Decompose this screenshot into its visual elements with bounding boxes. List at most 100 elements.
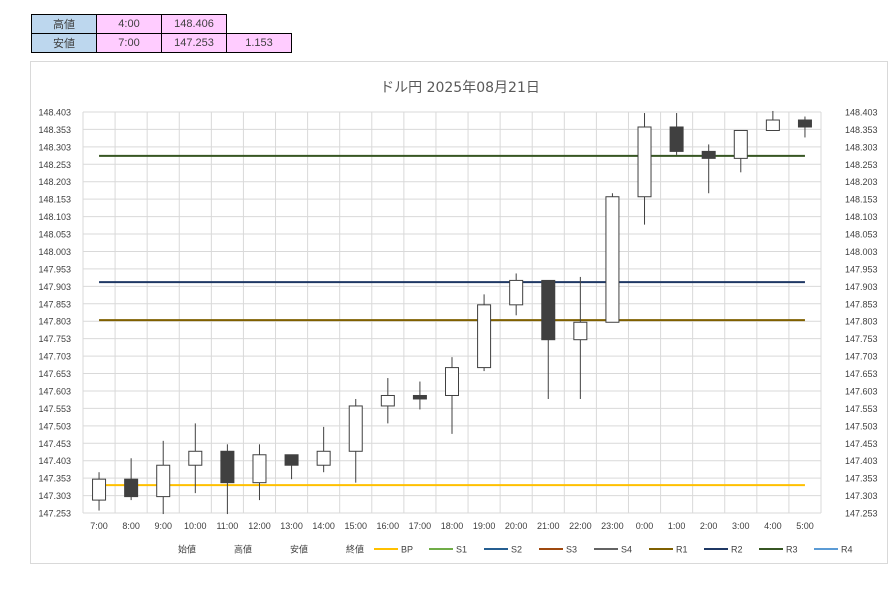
y-tick-label-right: 148.203 xyxy=(845,177,878,187)
legend-label: R4 xyxy=(841,545,853,555)
y-tick-label-left: 148.153 xyxy=(38,195,71,205)
y-tick-label-right: 147.503 xyxy=(845,421,878,431)
legend-label: R1 xyxy=(676,545,688,555)
y-tick-label-left: 147.603 xyxy=(38,386,71,396)
x-tick-label: 13:00 xyxy=(280,521,303,531)
candle-body xyxy=(733,129,748,159)
y-tick-label-right: 147.553 xyxy=(845,404,878,414)
x-tick-label: 0:00 xyxy=(636,521,654,531)
y-tick-label-left: 147.803 xyxy=(38,317,71,327)
y-tick-label-left: 147.953 xyxy=(38,264,71,274)
candle-body xyxy=(605,196,620,323)
y-tick-label-left: 147.703 xyxy=(38,352,71,362)
x-tick-label: 14:00 xyxy=(312,521,335,531)
y-tick-label-left: 148.353 xyxy=(38,125,71,135)
legend-label: S4 xyxy=(621,545,632,555)
candle-body xyxy=(92,478,107,501)
candle-body xyxy=(188,450,203,466)
high-low-table: 高値 4:00 148.406 安値 7:00 147.253 1.153 xyxy=(31,14,292,53)
y-tick-label-right: 147.953 xyxy=(845,264,878,274)
y-tick-label-left: 147.903 xyxy=(38,282,71,292)
candle-body xyxy=(124,478,139,498)
chart-area: ドル円 2025年08月21日 148.403 148.403 148.353 148… xyxy=(30,61,888,564)
y-tick-label-left: 148.203 xyxy=(38,177,71,187)
x-tick-label: 4:00 xyxy=(764,521,782,531)
y-tick-label-right: 148.103 xyxy=(845,212,878,222)
y-tick-label-right: 148.303 xyxy=(845,142,878,152)
low-row: 安値 7:00 147.253 1.153 xyxy=(31,33,292,53)
y-tick-label-right: 147.353 xyxy=(845,474,878,484)
low-price: 147.253 xyxy=(161,33,227,53)
y-tick-label-right: 147.403 xyxy=(845,456,878,466)
high-price: 148.406 xyxy=(161,14,227,34)
y-tick-label-left: 148.253 xyxy=(38,160,71,170)
legend-label: R3 xyxy=(786,545,798,555)
x-tick-label: 21:00 xyxy=(537,521,560,531)
candle-body xyxy=(316,450,331,466)
x-tick-label: 5:00 xyxy=(796,521,814,531)
candle-body xyxy=(348,405,363,452)
low-time: 7:00 xyxy=(96,33,162,53)
y-tick-label-left: 147.653 xyxy=(38,369,71,379)
y-tick-label-left: 148.303 xyxy=(38,142,71,152)
high-row: 高値 4:00 148.406 xyxy=(31,14,292,34)
candle-body xyxy=(156,464,171,498)
candle-body xyxy=(573,321,588,341)
x-tick-label: 2:00 xyxy=(700,521,718,531)
y-tick-label-right: 148.003 xyxy=(845,247,878,257)
candle-body xyxy=(284,454,299,466)
legend-label: 始値 xyxy=(178,544,196,556)
y-tick-label-left: 147.403 xyxy=(38,456,71,466)
y-tick-label-right: 148.353 xyxy=(845,125,878,135)
y-tick-label-right: 147.853 xyxy=(845,299,878,309)
y-tick-label-left: 147.453 xyxy=(38,439,71,449)
x-tick-label: 8:00 xyxy=(122,521,140,531)
y-tick-label-right: 147.603 xyxy=(845,386,878,396)
legend-label: S1 xyxy=(456,545,467,555)
y-tick-label-left: 147.303 xyxy=(38,491,71,501)
y-tick-label-right: 148.053 xyxy=(845,230,878,240)
range-value: 1.153 xyxy=(226,33,292,53)
legend-label: 安値 xyxy=(290,544,308,556)
empty-cell xyxy=(227,15,292,34)
y-tick-label-right: 147.303 xyxy=(845,491,878,501)
y-tick-label-right: 147.803 xyxy=(845,317,878,327)
x-tick-label: 11:00 xyxy=(216,521,238,531)
y-tick-label-right: 147.253 xyxy=(845,509,878,519)
legend-label: S3 xyxy=(566,545,577,555)
candle-body xyxy=(445,367,459,396)
y-tick-label-right: 148.153 xyxy=(845,195,878,205)
candle-body xyxy=(541,279,556,341)
x-tick-label: 1:00 xyxy=(668,521,686,531)
chart-title: ドル円 2025年08月21日 xyxy=(380,80,540,96)
candle-body xyxy=(509,279,524,306)
candle-body xyxy=(701,150,716,159)
y-tick-label-right: 147.753 xyxy=(845,334,878,344)
candle-body xyxy=(797,119,812,128)
y-tick-label-right: 147.453 xyxy=(845,439,878,449)
x-tick-label: 7:00 xyxy=(90,521,108,531)
candle-body xyxy=(637,126,652,198)
y-tick-label-left: 147.503 xyxy=(38,421,71,431)
y-tick-label-left: 147.353 xyxy=(38,474,71,484)
legend-label: R2 xyxy=(731,545,743,555)
x-tick-label: 22:00 xyxy=(569,521,592,531)
y-tick-label-right: 147.653 xyxy=(845,369,878,379)
candle-body xyxy=(380,394,395,407)
x-tick-label: 23:00 xyxy=(601,521,624,531)
x-tick-label: 15:00 xyxy=(344,521,367,531)
y-tick-label-left: 147.753 xyxy=(38,334,71,344)
y-tick-label-right: 147.903 xyxy=(845,282,878,292)
x-tick-label: 10:00 xyxy=(184,521,207,531)
x-tick-label: 20:00 xyxy=(505,521,528,531)
candle-body xyxy=(477,304,492,369)
y-tick-label-left: 147.853 xyxy=(38,299,71,309)
legend-label: 終値 xyxy=(346,544,364,556)
x-tick-label: 12:00 xyxy=(248,521,271,531)
candle-body xyxy=(220,450,235,484)
x-tick-label: 3:00 xyxy=(732,521,750,531)
y-tick-label-left: 147.553 xyxy=(38,404,71,414)
y-tick-label-left: 148.053 xyxy=(38,230,71,240)
candle-body xyxy=(252,454,267,484)
y-tick-label-left: 147.253 xyxy=(38,509,71,519)
